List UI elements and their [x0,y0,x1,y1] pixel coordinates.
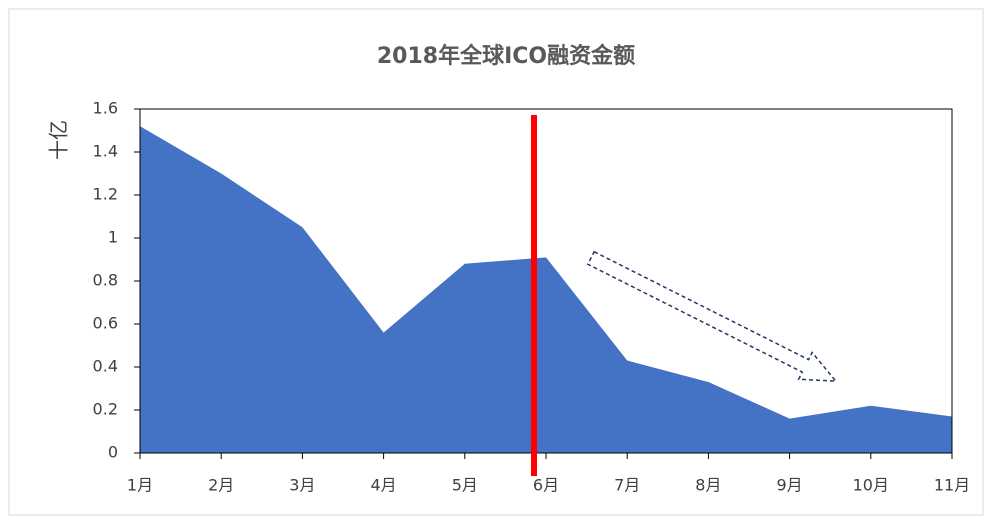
y-tick-label: 1.4 [93,142,118,161]
y-tick-label: 0.6 [93,314,118,333]
trend-arrow [586,250,838,382]
y-tick-label: 0 [108,443,118,462]
x-tick-label: 3月 [289,476,315,495]
y-tick-label: 0.2 [93,400,118,419]
y-axis-label: 十亿 [47,120,71,160]
y-tick-label: 0.4 [93,357,118,376]
y-tick-label: 1 [108,228,118,247]
x-tick-label: 5月 [452,476,478,495]
y-tick-label: 0.8 [93,271,118,290]
x-tick-label: 10月 [853,476,889,495]
chart-title: 2018年全球ICO融资金额 [377,43,635,69]
x-tick-label: 8月 [695,476,721,495]
y-tick-label: 1.2 [93,185,118,204]
area [140,126,952,453]
x-tick-label: 6月 [533,476,559,495]
x-tick-label: 11月 [934,476,970,495]
x-tick-label: 9月 [777,476,803,495]
x-tick-label: 1月 [127,476,153,495]
y-tick-label: 1.6 [93,99,118,118]
x-tick-label: 4月 [371,476,397,495]
x-tick-label: 2月 [208,476,234,495]
x-tick-label: 7月 [614,476,640,495]
